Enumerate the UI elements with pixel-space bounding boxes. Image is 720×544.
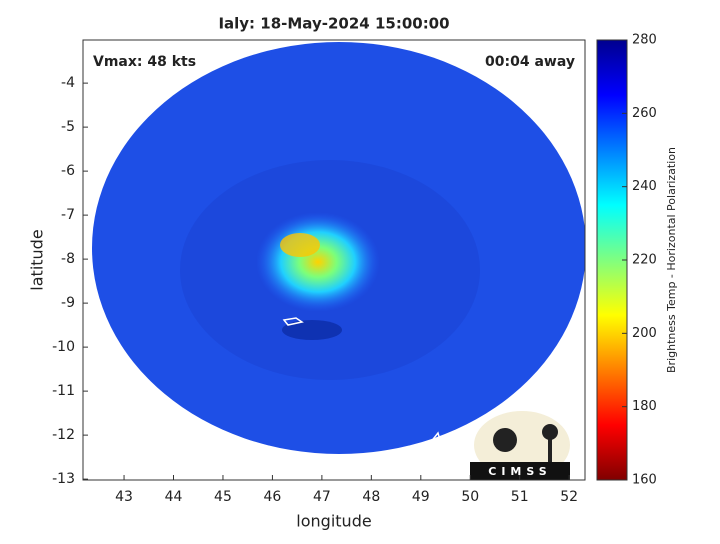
colorbar-tick-label: 160 bbox=[632, 473, 657, 488]
y-axis-label: latitude bbox=[28, 229, 47, 290]
y-tick-label: -6 bbox=[61, 163, 75, 179]
x-tick-label: 48 bbox=[362, 489, 380, 505]
colorbar-tick-label: 240 bbox=[632, 179, 657, 194]
y-tick-label: -9 bbox=[61, 295, 75, 311]
colorbar-tick-label: 280 bbox=[632, 33, 657, 48]
y-tick-label: -8 bbox=[61, 251, 75, 267]
x-tick-label: 45 bbox=[214, 489, 232, 505]
y-tick-label: -4 bbox=[61, 75, 75, 91]
x-axis-label: longitude bbox=[296, 512, 371, 531]
colorbar-tick-label: 220 bbox=[632, 253, 657, 268]
x-tick-label: 51 bbox=[511, 489, 529, 505]
image: CIMSS bbox=[92, 42, 585, 480]
x-tick-label: 47 bbox=[313, 489, 331, 505]
y-tick-label: -7 bbox=[61, 207, 75, 223]
colorbar-label: Brightness Temp - Horizontal Polarizatio… bbox=[665, 147, 678, 373]
logo-text: CIMSS bbox=[488, 465, 551, 478]
y-tick-label: -11 bbox=[52, 383, 75, 399]
y-tick-label: -5 bbox=[61, 119, 75, 135]
annotation: Vmax: 48 kts bbox=[93, 54, 196, 70]
annotation: 00:04 away bbox=[485, 54, 575, 70]
colorbar-tick-label: 180 bbox=[632, 399, 657, 414]
x-tick-label: 46 bbox=[264, 489, 282, 505]
chart-title: Ialy: 18-May-2024 15:00:00 bbox=[218, 15, 449, 33]
x-tick-label: 44 bbox=[165, 489, 183, 505]
y-tick-label: -13 bbox=[52, 471, 75, 487]
x-tick-label: 43 bbox=[115, 489, 133, 505]
y-tick-label: -10 bbox=[52, 339, 75, 355]
x-tick-label: 50 bbox=[461, 489, 479, 505]
colorbar-tick-label: 200 bbox=[632, 326, 657, 341]
x-tick-label: 49 bbox=[412, 489, 430, 505]
axes-box bbox=[82, 39, 586, 481]
y-tick-label: -12 bbox=[52, 427, 75, 443]
colorbar-tick-label: 260 bbox=[632, 106, 657, 121]
logo: CIMSS bbox=[470, 411, 570, 480]
x-tick-label: 52 bbox=[560, 489, 578, 505]
